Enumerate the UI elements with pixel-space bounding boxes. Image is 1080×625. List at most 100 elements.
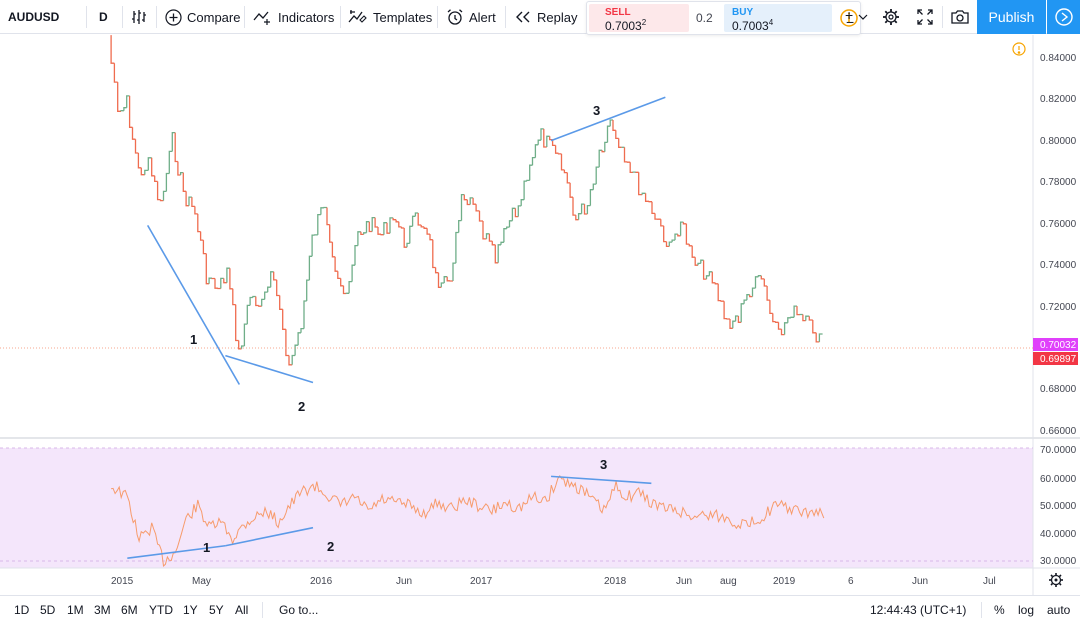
time-tick: 2016 xyxy=(310,576,333,587)
trade-info-icon[interactable] xyxy=(839,8,859,28)
range-button-1y[interactable]: 1Y xyxy=(183,603,198,617)
price-step xyxy=(282,309,286,330)
annotation-label[interactable]: 2 xyxy=(327,539,334,554)
play-forward-button[interactable] xyxy=(1047,0,1080,34)
range-button-5d[interactable]: 5D xyxy=(40,603,56,617)
price-step xyxy=(270,271,274,288)
fullscreen-button[interactable] xyxy=(916,0,934,34)
price-step xyxy=(226,267,230,283)
price-step xyxy=(386,222,390,234)
price-step xyxy=(113,63,118,83)
settings-button[interactable] xyxy=(881,0,901,34)
price-step xyxy=(606,125,611,143)
sell-label: SELL xyxy=(605,7,631,18)
divider xyxy=(340,6,341,28)
price-step xyxy=(291,354,296,365)
price-step xyxy=(334,256,338,272)
price-step xyxy=(377,227,381,235)
price-step xyxy=(595,166,600,185)
chart-style-button[interactable] xyxy=(131,0,149,34)
time-tick: aug xyxy=(720,576,737,587)
price-step xyxy=(317,213,321,235)
compare-button[interactable]: Compare xyxy=(165,0,240,34)
rsi-trendline xyxy=(225,526,314,547)
percent-toggle[interactable]: % xyxy=(994,603,1005,617)
templates-button[interactable]: Templates xyxy=(348,0,432,34)
price-step xyxy=(529,164,533,181)
range-button-all[interactable]: All xyxy=(235,603,249,617)
top-toolbar: AUDUSD D Compare Indicators xyxy=(0,0,1080,35)
buy-button[interactable]: BUY 0.70034 xyxy=(724,4,832,33)
price-step xyxy=(615,130,619,140)
divider xyxy=(505,6,506,28)
templates-icon xyxy=(348,10,367,23)
range-button-1m[interactable]: 1M xyxy=(67,603,84,617)
sell-price: 0.70032 xyxy=(605,18,647,33)
price-step xyxy=(796,306,800,316)
minus-icon: − xyxy=(846,14,855,30)
price-step xyxy=(554,145,559,154)
price-step xyxy=(331,242,336,258)
price-step xyxy=(223,278,227,284)
time-tick: 2017 xyxy=(470,576,493,587)
price-step xyxy=(488,233,493,242)
price-step xyxy=(288,355,293,366)
price-step xyxy=(711,271,716,284)
divider xyxy=(942,6,943,28)
log-toggle[interactable]: log xyxy=(1018,603,1035,617)
snapshot-button[interactable] xyxy=(950,0,970,34)
sell-button[interactable]: SELL 0.70032 xyxy=(589,4,689,33)
annotation-label[interactable]: 3 xyxy=(593,103,600,118)
price-step xyxy=(604,141,608,152)
price-step xyxy=(723,301,727,320)
price-step xyxy=(371,216,376,232)
more-dropdown[interactable] xyxy=(858,0,868,34)
replay-label: Replay xyxy=(537,9,578,25)
price-step xyxy=(549,136,553,141)
price-step xyxy=(458,219,462,233)
chart-canvas[interactable]: 0.84000 0.82000 0.80000 0.78000 0.76000 … xyxy=(0,0,1080,595)
price-step xyxy=(503,228,507,243)
price-step xyxy=(320,207,324,215)
annotation-label[interactable]: 3 xyxy=(600,457,607,472)
price-step xyxy=(300,327,304,333)
annotation-label[interactable]: 1 xyxy=(203,540,210,555)
price-step xyxy=(246,304,251,325)
range-button-ytd[interactable]: YTD xyxy=(149,603,173,617)
range-button-6m[interactable]: 6M xyxy=(121,603,138,617)
range-button-1d[interactable]: 1D xyxy=(14,603,30,617)
interval-button[interactable]: D xyxy=(99,0,108,34)
clock-timezone[interactable]: 12:44:43 (UTC+1) xyxy=(870,603,967,617)
zoom-out-button[interactable]: − xyxy=(846,12,854,32)
annotation-label[interactable]: 2 xyxy=(298,399,305,414)
price-step xyxy=(802,314,806,322)
range-button-5y[interactable]: 5Y xyxy=(209,603,224,617)
range-button-3m[interactable]: 3M xyxy=(94,603,111,617)
price-step xyxy=(235,304,239,342)
price-step xyxy=(179,171,184,175)
publish-button[interactable]: Publish xyxy=(977,0,1046,34)
price-step xyxy=(641,192,646,195)
price-step xyxy=(598,149,603,168)
price-step xyxy=(714,282,719,285)
indicators-button[interactable]: Indicators xyxy=(253,0,334,34)
price-step xyxy=(452,262,456,281)
alarm-clock-icon xyxy=(447,9,463,25)
price-step xyxy=(249,296,253,306)
price-step xyxy=(511,207,516,221)
goto-button[interactable]: Go to... xyxy=(279,603,319,617)
symbol-search[interactable]: AUDUSD xyxy=(8,0,59,34)
info-warning-icon[interactable] xyxy=(1012,42,1026,56)
price-step xyxy=(308,255,313,281)
divider xyxy=(981,602,982,618)
price-step xyxy=(417,213,422,226)
zoom-in-button[interactable]: + xyxy=(845,0,853,32)
price-step xyxy=(380,234,384,236)
auto-toggle[interactable]: auto xyxy=(1047,603,1071,617)
price-step xyxy=(732,320,736,329)
replay-button[interactable]: Replay xyxy=(514,0,577,34)
price-step xyxy=(720,300,725,302)
alert-button[interactable]: Alert xyxy=(446,0,496,34)
annotation-label[interactable]: 1 xyxy=(190,332,197,347)
axis-settings-icon[interactable] xyxy=(1049,573,1063,587)
